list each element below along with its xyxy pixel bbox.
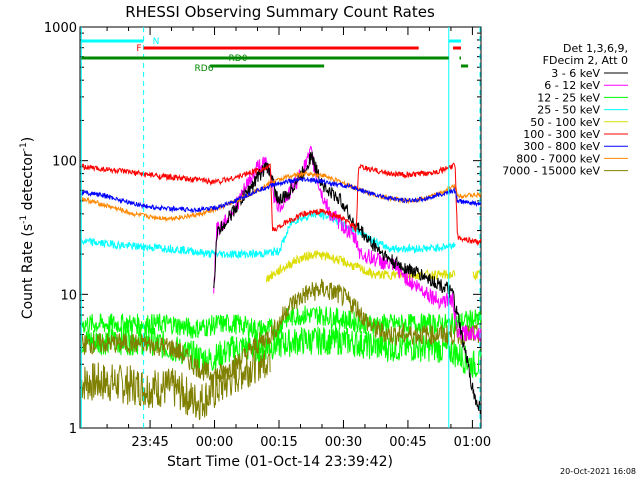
legend-entry-label: 300 - 800 keV [523, 140, 600, 153]
legend-entry-label: 50 - 100 keV [530, 116, 600, 129]
legend-entry-label: 25 - 50 keV [537, 104, 600, 117]
flag-label: RD0 [229, 54, 248, 64]
y-axis-label-main: Count Rate (s [20, 224, 36, 319]
x-tick-label: 23:45 [131, 435, 168, 450]
y-axis-label-mid: detector [20, 151, 36, 215]
x-tick-label: 00:45 [389, 435, 426, 450]
y-axis-label: Count Rate (s-1 detector-1) [19, 137, 36, 319]
footer-date: 20-Oct-2021 16:08 [560, 467, 636, 476]
x-tick-label: 00:00 [196, 435, 233, 450]
series-3-6-kev [213, 151, 482, 417]
y-axis-label-end: ) [20, 137, 36, 142]
series-7000-15000-kev-low [80, 337, 271, 421]
y-tick-label: 1 [69, 422, 77, 437]
x-axis-label: Start Time (01-Oct-14 23:39:42) [167, 454, 393, 470]
series-7000-15000-kev [80, 278, 482, 386]
legend-header-1: Det 1,3,6,9, [563, 42, 628, 55]
y-axis-label-sup1: -1 [19, 215, 29, 224]
series-12-25-kev-low [80, 326, 482, 379]
legend: Det 1,3,6,9, FDecim 2, Att 0 3 - 6 keV6 … [502, 42, 628, 178]
x-tick-label: 00:30 [325, 435, 362, 450]
legend-entry-label: 12 - 25 keV [537, 91, 600, 104]
plot-area: 1 10 100 1000 23:45 00:00 00:15 00:30 00:45 01:0… [44, 21, 491, 450]
chart-title: RHESSI Observing Summary Count Rates [125, 3, 435, 21]
y-tick-label: 10 [60, 288, 77, 303]
x-ticks: 23:45 00:00 00:15 00:30 00:45 01:00 [106, 27, 491, 450]
series-100-300-kev [80, 162, 482, 247]
legend-entry-label: 3 - 6 keV [551, 67, 600, 80]
x-tick-label: 00:15 [260, 435, 297, 450]
series-300-800-kev [81, 176, 482, 214]
legend-entry-label: 800 - 7000 keV [516, 152, 600, 165]
flag-label: RD6 [195, 64, 214, 74]
series-25-50-kev [80, 210, 456, 260]
y-tick-label: 1000 [44, 21, 77, 36]
series-6-12-kev [213, 145, 482, 342]
plot-frame [79, 26, 482, 429]
flag-bars: N F RD0 RD6 [81, 37, 469, 74]
flag-label: N [153, 37, 160, 47]
flag-label: F [136, 44, 141, 54]
legend-header-2: FDecim 2, Att 0 [543, 54, 628, 67]
series-layer [80, 145, 482, 421]
y-tick-label: 100 [52, 155, 77, 170]
y-ticks: 1 10 100 1000 [44, 21, 481, 437]
vertical-markers [80, 27, 481, 428]
legend-entry-label: 7000 - 15000 keV [502, 165, 600, 178]
y-axis-label-sup2: -1 [19, 142, 29, 151]
series-12-25-kev [80, 305, 482, 340]
legend-entry-label: 100 - 300 keV [523, 128, 600, 141]
x-tick-label: 01:00 [454, 435, 491, 450]
legend-entry-label: 6 - 12 keV [544, 79, 600, 92]
